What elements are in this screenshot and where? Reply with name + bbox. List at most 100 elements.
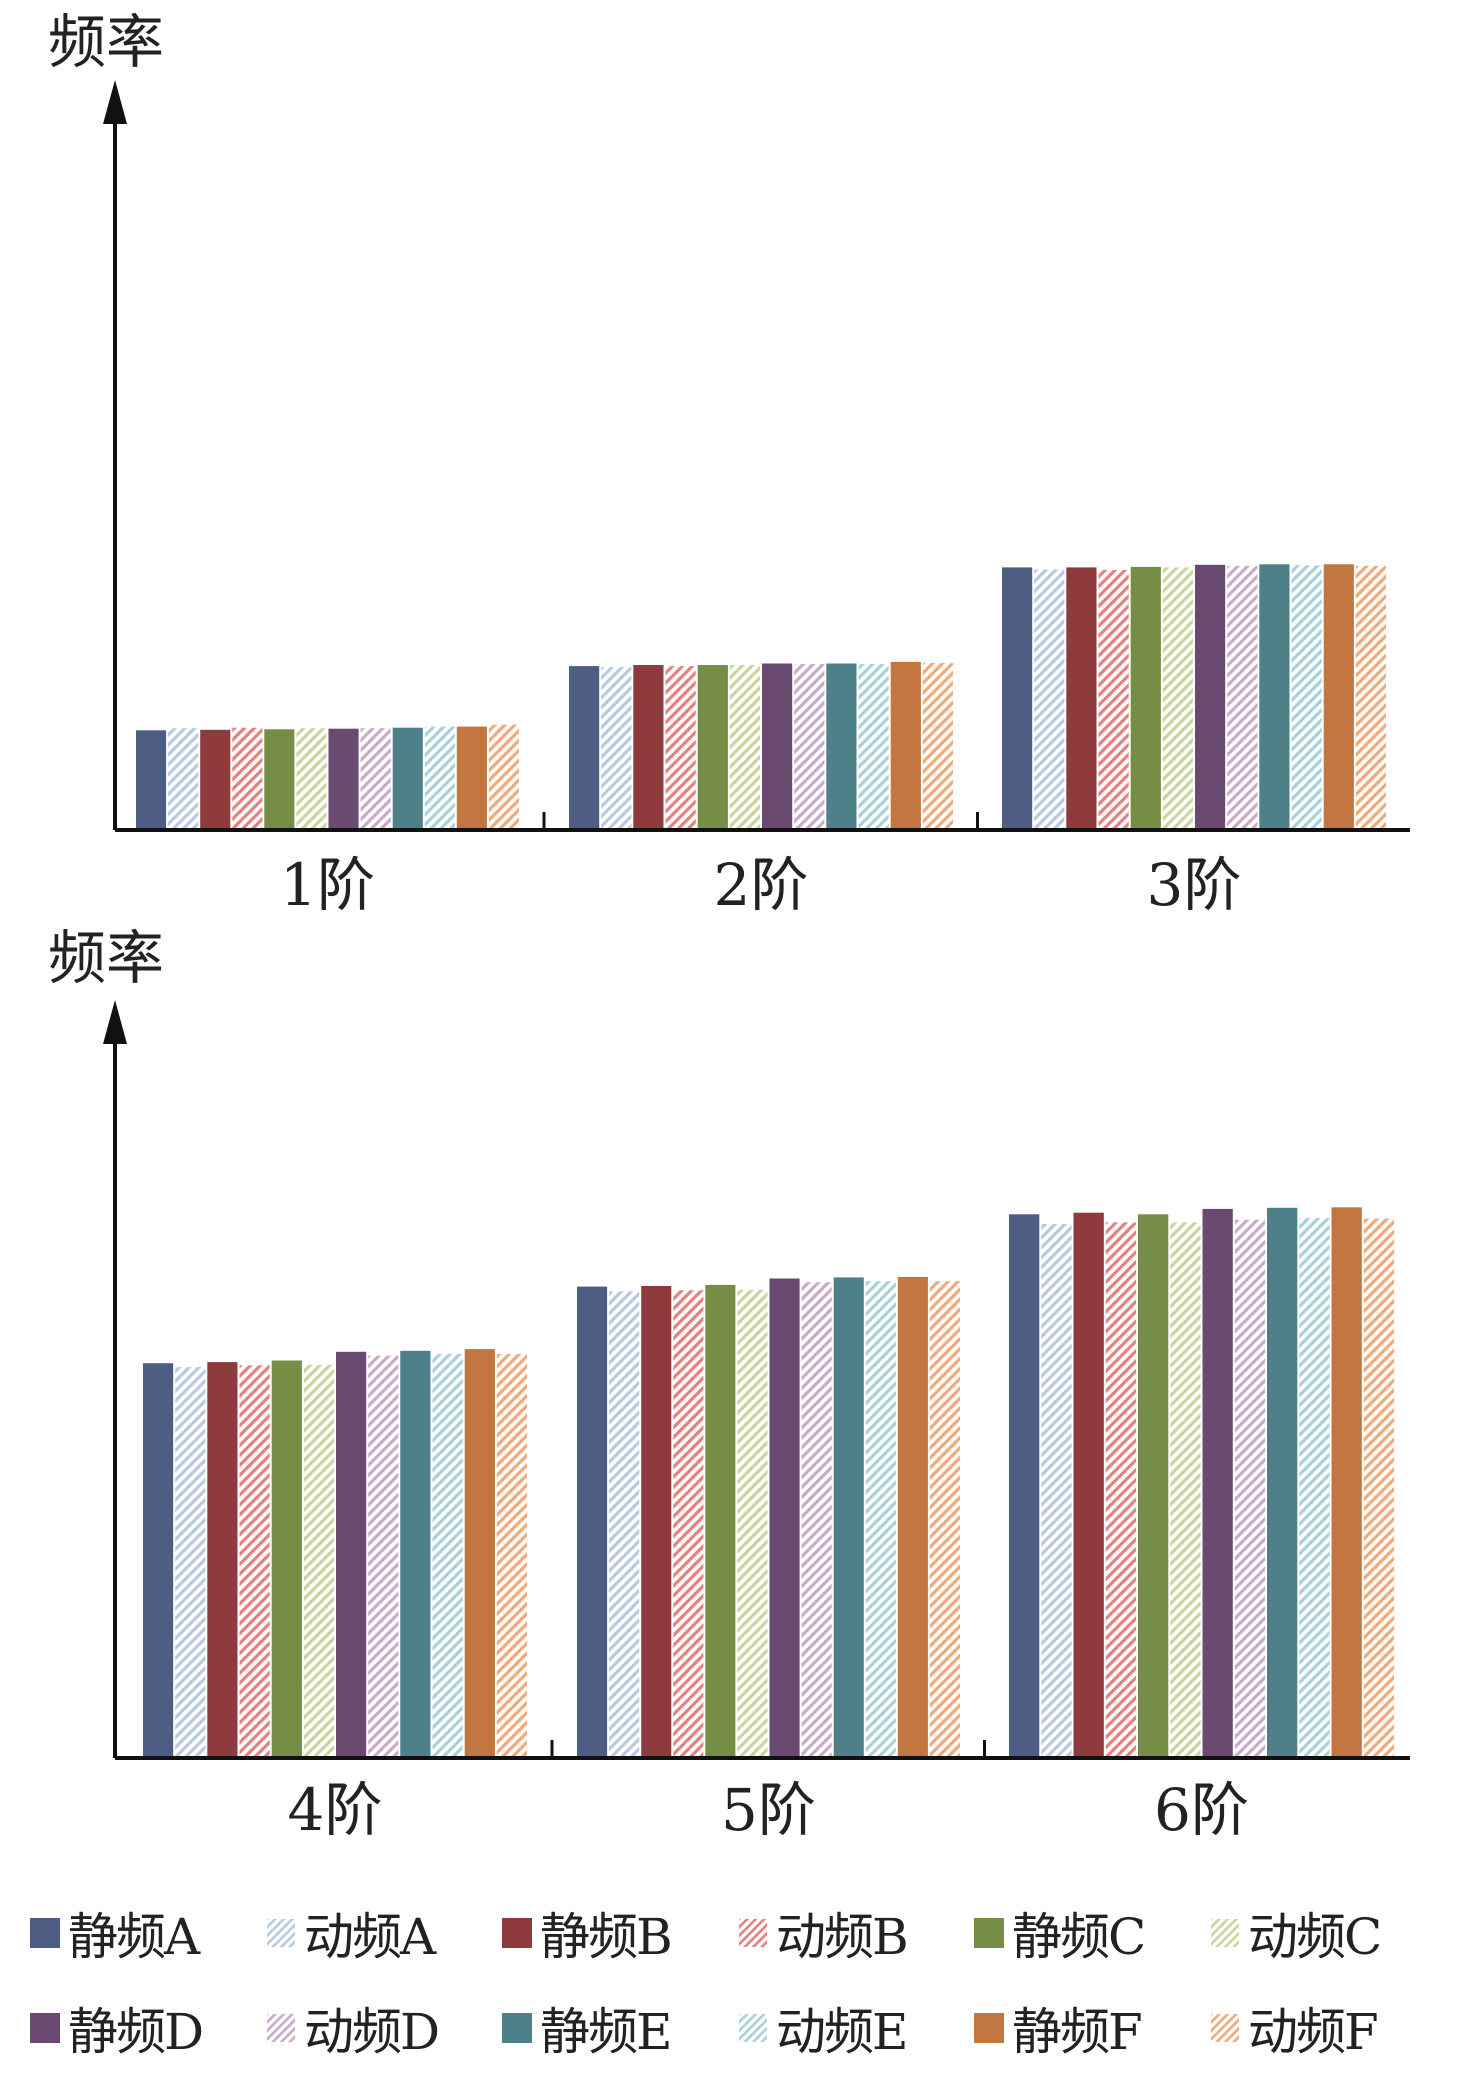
legend-swatch-icon xyxy=(739,2013,767,2042)
legend-label: 静频E xyxy=(540,2002,672,2061)
bar-1-1 xyxy=(168,728,199,830)
bar-4-5 xyxy=(303,1364,334,1758)
bar-3-11 xyxy=(1355,565,1386,830)
bar-3-0 xyxy=(1002,567,1033,830)
bar-2-2 xyxy=(633,665,664,830)
bar-6-6 xyxy=(1202,1208,1233,1758)
legend-label: 动频E xyxy=(776,2002,908,2061)
bar-4-6 xyxy=(336,1351,367,1758)
bar-3-4 xyxy=(1130,566,1161,830)
bar-2-6 xyxy=(762,663,793,830)
bar-1-9 xyxy=(424,726,455,830)
legend-swatch-icon xyxy=(30,1917,60,1948)
bar-5-10 xyxy=(897,1276,928,1758)
bar-1-3 xyxy=(232,727,263,830)
bar-3-7 xyxy=(1227,565,1258,830)
x-tick-label: 4阶 xyxy=(288,1776,383,1844)
bar-4-0 xyxy=(143,1363,174,1758)
legend-item: 动频D xyxy=(266,1992,502,2064)
legend-label: 动频B xyxy=(776,1907,909,1966)
legend-item: 动频C xyxy=(1210,1897,1446,1969)
legend-item: 动频E xyxy=(738,1992,974,2064)
bar-2-7 xyxy=(794,664,825,830)
legend-item: 静频C xyxy=(974,1897,1210,1969)
bar-2-11 xyxy=(922,663,953,830)
bar-4-4 xyxy=(271,1360,302,1758)
legend-swatch-icon xyxy=(30,2012,60,2043)
bar-3-1 xyxy=(1034,569,1065,830)
bar-5-1 xyxy=(609,1291,640,1758)
bar-6-7 xyxy=(1234,1219,1266,1758)
bar-6-10 xyxy=(1331,1207,1362,1758)
legend-swatch-icon xyxy=(502,2012,532,2043)
bar-5-5 xyxy=(737,1289,768,1758)
bar-6-3 xyxy=(1105,1222,1137,1758)
legend-swatch-icon xyxy=(502,1917,532,1948)
legend-label: 静频C xyxy=(1012,1907,1146,1966)
legend-swatch-icon xyxy=(267,2013,295,2042)
bar-1-11 xyxy=(488,724,519,830)
y-axis-arrow-icon xyxy=(103,1000,127,1044)
legend-swatch-icon xyxy=(267,1918,295,1947)
bar-3-3 xyxy=(1098,570,1129,830)
bar-6-1 xyxy=(1041,1224,1072,1758)
bar-6-11 xyxy=(1363,1218,1395,1758)
bar-6-5 xyxy=(1170,1222,1201,1758)
bar-1-5 xyxy=(296,728,327,830)
bar-3-8 xyxy=(1259,564,1290,830)
bar-6-2 xyxy=(1073,1212,1104,1758)
bar-3-9 xyxy=(1291,565,1322,830)
bar-3-5 xyxy=(1162,567,1193,830)
y-axis-arrow-icon xyxy=(103,80,127,124)
legend-item: 静频A xyxy=(30,1897,266,1969)
bar-1-10 xyxy=(456,726,487,830)
legend-item: 静频F xyxy=(974,1992,1210,2064)
legend-label: 动频D xyxy=(304,2002,440,2061)
bar-4-8 xyxy=(400,1350,431,1758)
bar-4-9 xyxy=(432,1354,463,1758)
x-tick-label: 5阶 xyxy=(721,1776,816,1844)
legend-item: 静频D xyxy=(30,1992,266,2064)
bar-4-2 xyxy=(207,1362,238,1758)
bar-2-4 xyxy=(697,665,728,830)
legend-swatch-icon xyxy=(974,2012,1004,2043)
legend-swatch-icon xyxy=(974,1917,1004,1948)
bar-5-6 xyxy=(769,1278,800,1758)
legend-item: 动频B xyxy=(738,1897,974,1969)
bar-5-11 xyxy=(929,1281,960,1758)
legend-swatch-icon xyxy=(739,1918,767,1947)
chart-panel-top: 1阶 2阶 3阶 频率 xyxy=(48,8,1410,919)
legend-label: 动频A xyxy=(304,1907,436,1966)
bar-4-10 xyxy=(464,1349,495,1758)
bar-6-0 xyxy=(1009,1214,1040,1758)
legend-row: 静频D 动频D 静频E 动频E 静频F 动频F xyxy=(30,1980,1450,2075)
x-tick-label: 2阶 xyxy=(714,851,809,919)
bar-4-11 xyxy=(496,1354,527,1758)
legend-label: 静频B xyxy=(540,1907,673,1966)
bar-1-7 xyxy=(360,728,391,830)
legend-label: 静频D xyxy=(68,2002,204,2061)
legend-swatch-icon xyxy=(1211,2013,1239,2042)
bar-1-2 xyxy=(200,729,231,830)
bar-5-8 xyxy=(833,1277,864,1758)
bar-6-4 xyxy=(1138,1214,1169,1758)
chart-panel-bottom: 4阶 5阶 6阶 频率 xyxy=(48,924,1410,1844)
bar-5-9 xyxy=(865,1281,896,1758)
bar-1-4 xyxy=(264,729,295,830)
x-tick-label: 3阶 xyxy=(1147,851,1242,919)
legend-label: 静频F xyxy=(1012,2002,1143,2061)
legend: 静频A 动频A 静频B 动频B 静频C 动频C 静频D 动频D 静频E 动频E 静频F 动频F xyxy=(30,1885,1450,2075)
legend-swatch-icon xyxy=(1211,1918,1239,1947)
bar-3-10 xyxy=(1323,564,1354,830)
bar-6-9 xyxy=(1299,1218,1330,1758)
bar-6-8 xyxy=(1267,1207,1298,1758)
bar-1-8 xyxy=(392,727,423,830)
bar-1-0 xyxy=(136,730,167,830)
y-axis-label: 频率 xyxy=(48,924,164,992)
legend-label: 动频C xyxy=(1248,1907,1382,1966)
bar-5-4 xyxy=(705,1284,736,1758)
bar-4-1 xyxy=(175,1366,206,1758)
bar-2-8 xyxy=(826,663,857,830)
legend-row: 静频A 动频A 静频B 动频B 静频C 动频C xyxy=(30,1885,1450,1980)
